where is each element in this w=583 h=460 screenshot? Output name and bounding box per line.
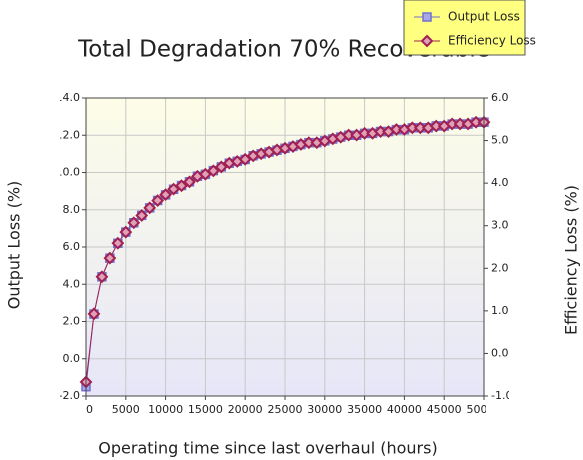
x-tick-label: 15000 (188, 403, 223, 416)
x-tick-label: 10000 (148, 403, 183, 416)
marker (422, 12, 432, 22)
marker (111, 236, 125, 250)
marker (127, 216, 141, 230)
y-tick-label: 2.0 (63, 315, 81, 328)
marker (420, 34, 434, 48)
x-tick-label: 45000 (427, 403, 462, 416)
y2-tick-label: 1.0 (491, 304, 509, 317)
legend-label: Output Loss (448, 10, 520, 24)
y-axis-label: Output Loss (%) (5, 181, 24, 310)
y-tick-label: -2.0 (59, 389, 80, 402)
x-tick-label: 5000 (112, 403, 140, 416)
marker (87, 307, 101, 321)
x-tick-label: 50000 (467, 403, 502, 416)
x-tick-label: 25000 (268, 403, 303, 416)
y2-tick-label: 0.0 (491, 346, 509, 359)
y-tick-label: 4.0 (63, 277, 81, 290)
y2-tick-label: 5.0 (491, 134, 509, 147)
x-tick-label: 40000 (387, 403, 422, 416)
y-tick-label: 14.0 (56, 91, 81, 104)
x-tick-label: 0 (86, 403, 93, 416)
y2-tick-label: 6.0 (491, 91, 509, 104)
marker (135, 209, 149, 222)
y-tick-label: 10.0 (56, 166, 81, 179)
y-tick-label: 0.0 (63, 352, 81, 365)
y2-tick-label: 2.0 (491, 261, 509, 274)
marker (143, 201, 157, 215)
y2-tick-label: 4.0 (491, 176, 509, 189)
legend: Output Loss Efficiency Loss (403, 0, 536, 56)
marker (214, 160, 228, 174)
y-tick-label: 6.0 (63, 240, 81, 253)
plot-frame (85, 97, 485, 397)
marker (159, 188, 173, 202)
y2-tick-label: -1.0 (491, 389, 512, 402)
x-tick-label: 35000 (347, 403, 382, 416)
marker (183, 175, 196, 189)
legend-box (403, 0, 526, 56)
marker (119, 225, 133, 239)
x-axis-label: Operating time since last overhaul (hour… (98, 439, 437, 458)
marker (175, 179, 188, 193)
y-tick-label: 12.0 (56, 128, 81, 141)
x-tick-label: 30000 (307, 403, 342, 416)
y-tick-label: 8.0 (63, 203, 81, 216)
y2-axis-label: Efficiency Loss (%) (562, 185, 581, 335)
x-tick-label: 20000 (228, 403, 263, 416)
legend-label: Efficiency Loss (448, 34, 536, 48)
marker (103, 251, 117, 265)
marker (95, 270, 109, 284)
y2-tick-label: 3.0 (491, 219, 509, 232)
marker (151, 194, 165, 208)
marker (206, 164, 220, 178)
